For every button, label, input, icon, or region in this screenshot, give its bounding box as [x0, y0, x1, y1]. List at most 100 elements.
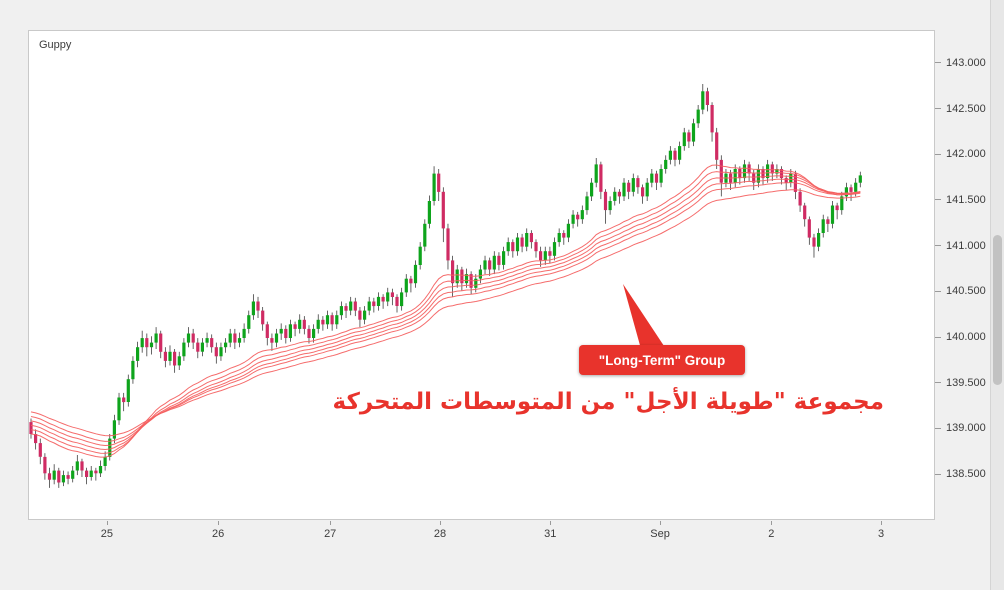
candle-up — [571, 214, 575, 224]
price-tick-label: 138.500 — [935, 467, 986, 481]
candle-down — [47, 473, 52, 480]
candle-up — [200, 342, 204, 352]
scrollbar-thumb[interactable] — [993, 235, 1002, 385]
time-tick-label: 27 — [324, 528, 337, 540]
time-tick-label: 2 — [768, 528, 775, 540]
price-tick-mark — [935, 336, 941, 338]
candle-down — [705, 91, 709, 105]
candle-down — [627, 182, 631, 192]
candle-down — [488, 260, 492, 270]
candle-down — [687, 132, 691, 142]
price-tick-text: 141.500 — [946, 193, 986, 206]
candle-down — [307, 328, 311, 338]
candle-up — [205, 338, 209, 343]
candle-down — [779, 169, 784, 179]
candle-down — [409, 278, 413, 284]
candle-down — [835, 205, 839, 211]
candle-down — [752, 173, 756, 183]
candle-down — [145, 338, 149, 348]
time-tick-label: 28 — [433, 528, 447, 540]
candle-up — [98, 466, 103, 474]
candle-down — [719, 159, 723, 183]
vertical-scrollbar[interactable] — [990, 0, 1004, 590]
time-tick-label: 3 — [878, 528, 885, 540]
candle-up — [432, 173, 436, 201]
candle-up — [339, 306, 343, 316]
candle-up — [298, 319, 302, 329]
candle-up — [279, 328, 283, 334]
price-axis[interactable]: 143.000 142.500 142.000 141.500 141.000 140.5… — [935, 30, 990, 520]
guppy-ema-line-40 — [30, 175, 861, 451]
candle-down — [66, 475, 70, 479]
price-tick-label: 141.000 — [935, 239, 986, 253]
candle-down — [57, 470, 61, 483]
candle-down — [390, 292, 394, 297]
price-tick-text: 138.500 — [946, 468, 986, 481]
candle-down — [673, 150, 677, 160]
indicator-label[interactable]: Guppy — [39, 39, 72, 51]
candle-up — [186, 333, 191, 343]
price-tick-mark — [935, 245, 941, 247]
candle-up — [789, 173, 793, 183]
candle-down — [548, 251, 552, 256]
candle-up — [691, 123, 696, 142]
candle-down — [173, 351, 177, 366]
candle-down — [330, 315, 334, 325]
candle-up — [557, 233, 561, 243]
candle-up — [247, 315, 251, 329]
candle-down — [38, 443, 42, 457]
candle-down — [654, 173, 659, 183]
candle-up — [376, 296, 381, 306]
candle-down — [214, 347, 218, 357]
candle-up — [515, 237, 520, 252]
candle-down — [293, 324, 297, 329]
candle-down — [784, 178, 788, 183]
candle-up — [858, 175, 862, 183]
candle-down — [43, 456, 47, 474]
chart-plot-area[interactable]: Guppy "Long-Term" Group مجموعة "طويلة ال… — [28, 30, 935, 520]
candle-up — [775, 169, 779, 174]
candle-down — [738, 169, 742, 179]
candle-down — [641, 187, 645, 197]
candle-down — [80, 461, 84, 471]
price-tick-label: 142.500 — [935, 102, 986, 116]
candle-down — [446, 228, 450, 261]
candle-down — [191, 333, 195, 343]
candle-up — [52, 470, 56, 480]
candle-up — [71, 470, 75, 479]
candle-up — [237, 338, 242, 343]
candle-up — [89, 470, 93, 477]
candle-down — [497, 255, 501, 265]
time-tick-mark — [218, 521, 220, 525]
price-tick-label: 140.500 — [935, 284, 986, 298]
candle-up — [821, 219, 825, 233]
candle-down — [353, 301, 357, 311]
candle-down — [94, 470, 98, 474]
candle-up — [140, 338, 144, 348]
candle-up — [650, 173, 654, 183]
candle-down — [520, 237, 524, 247]
candle-down — [599, 164, 603, 192]
candle-up — [136, 347, 140, 361]
price-tick-label: 139.000 — [935, 421, 986, 435]
arabic-caption: مجموعة "طويلة الأجل" من المتوسطات المتحر… — [332, 389, 884, 415]
candle-down — [159, 333, 163, 352]
candle-down — [395, 296, 399, 306]
candle-up — [492, 255, 496, 270]
candle-up — [478, 269, 482, 279]
time-tick-mark — [660, 521, 662, 525]
candle-up — [613, 191, 617, 201]
candle-up — [506, 242, 510, 252]
candle-up — [455, 269, 459, 284]
candle-up — [103, 456, 107, 466]
time-axis[interactable]: 25 26 27 28 31 Sep 2 3 — [28, 521, 935, 549]
candle-up — [228, 333, 232, 343]
callout-long-term-group[interactable]: "Long-Term" Group — [579, 345, 745, 375]
candle-down — [85, 470, 89, 477]
candle-up — [316, 319, 320, 329]
candle-down — [34, 434, 38, 444]
guppy-ema-line-50 — [30, 181, 861, 442]
candle-up — [525, 233, 529, 247]
candle-up — [474, 278, 478, 288]
candlestick-chart[interactable] — [29, 31, 934, 519]
